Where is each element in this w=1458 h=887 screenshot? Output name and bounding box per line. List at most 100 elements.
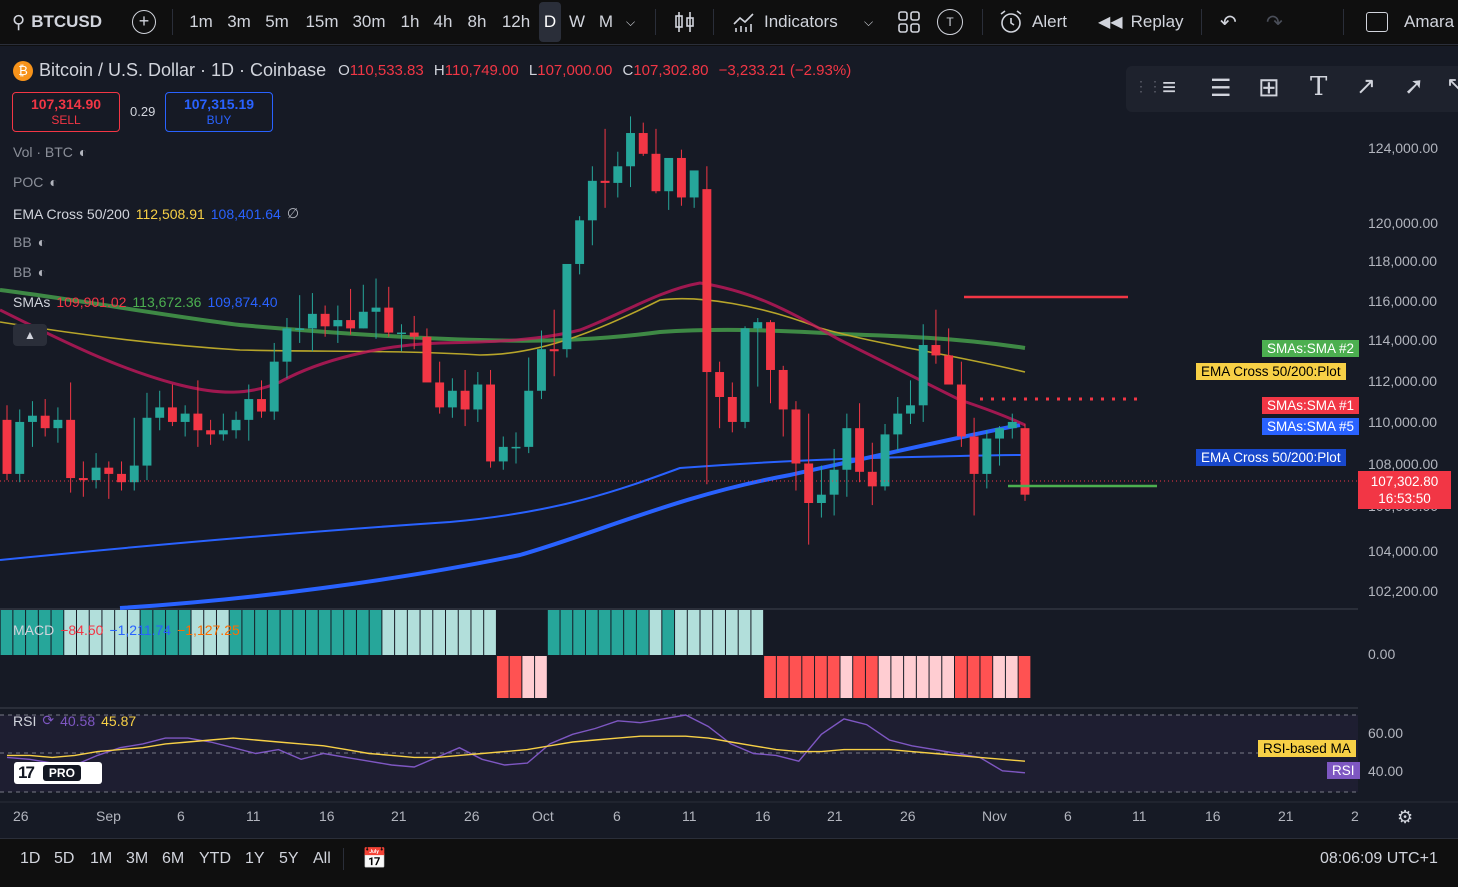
candle-body (371, 307, 381, 312)
trend-line-icon[interactable]: ↗ (1356, 73, 1377, 100)
layout-name-button[interactable]: Amara (1366, 0, 1454, 44)
macd-bar (191, 610, 204, 655)
drag-handle-icon[interactable]: ⋮⋮ (1134, 78, 1162, 94)
timeframe-4h[interactable]: 4h (433, 12, 453, 31)
macd-bar (356, 610, 369, 655)
macd-histogram (0, 610, 1031, 698)
timeframe-1mo[interactable]: M (598, 12, 614, 31)
sell-button[interactable]: 107,314.90 SELL (12, 92, 120, 132)
candle-body (384, 307, 394, 333)
buy-button[interactable]: 107,315.19 BUY (165, 92, 273, 132)
sma-green-line (0, 288, 1026, 350)
timeframe-15m[interactable]: 15m (305, 12, 339, 31)
collapse-legend-button[interactable]: ▲ (13, 324, 47, 346)
time-tick: 16 (755, 808, 771, 824)
symbol-search[interactable]: ⚲ BTCUSD (12, 0, 102, 44)
undo-button[interactable]: ↶ (1220, 0, 1237, 44)
time-tick: Sep (96, 808, 121, 824)
price-tick: 114,000.00 (1368, 332, 1438, 348)
range-3m[interactable]: 3M (126, 850, 149, 867)
high-label: H (433, 62, 445, 79)
macd-bar (649, 610, 662, 655)
range-ytd[interactable]: YTD (199, 850, 231, 867)
range-all[interactable]: All (313, 850, 331, 867)
text-tool-icon[interactable]: T (1310, 72, 1328, 102)
timeframe-5m[interactable]: 5m (265, 12, 289, 31)
time-tick: 11 (1132, 808, 1147, 824)
rsi-legend[interactable]: RSI ⟳ 40.58 45.87 (13, 712, 136, 729)
go-to-date-button[interactable]: 📅 (362, 846, 387, 871)
replay-label: Replay (1130, 12, 1184, 31)
indicators-button[interactable]: Indicators (732, 0, 838, 44)
macd-bar (955, 656, 967, 698)
macd-bar (535, 656, 547, 698)
low-value: 107,000.00 (537, 62, 613, 79)
redo-button[interactable]: ↷ (1266, 0, 1283, 44)
timeframe-12h[interactable]: 12h (501, 12, 531, 31)
range-5y[interactable]: 5Y (279, 850, 299, 867)
chart-type-button[interactable] (672, 0, 698, 44)
price-tick: 120,000.00 (1368, 215, 1439, 231)
bb1-legend[interactable]: BB ◐ (13, 234, 46, 250)
chart-pane[interactable] (0, 46, 1458, 838)
replay-button[interactable]: ◀◀ Replay (1098, 0, 1184, 44)
alert-button[interactable]: Alert (998, 0, 1067, 44)
macd-bar (471, 610, 484, 655)
macd-hist-value: −84.50 (60, 622, 104, 638)
timeframe-8h[interactable]: 8h (467, 12, 487, 31)
timeframe-1m[interactable]: 1m (189, 12, 213, 31)
timeframe-3m[interactable]: 3m (227, 12, 251, 31)
timeframe-30m[interactable]: 30m (352, 12, 386, 31)
tradingview-logo[interactable]: 17 PRO (14, 762, 102, 784)
timeframe-dropdown[interactable]: ⌵ (626, 0, 635, 44)
pen-tool-icon[interactable]: ↖ (1446, 72, 1458, 97)
candle-body (218, 430, 228, 435)
candle-body (167, 407, 177, 422)
macd-bar (318, 610, 331, 655)
timeframe-1h[interactable]: 1h (400, 12, 420, 31)
timeframe-1d[interactable]: D (539, 2, 561, 42)
arrow-tool-icon[interactable]: ➚ (1404, 73, 1425, 100)
candle-body (600, 180, 610, 183)
price-tick: 104,000.00 (1368, 543, 1439, 559)
clock-timezone[interactable]: 08:06:09 UTC+1 (1320, 850, 1438, 867)
measure-icon[interactable]: ⊞ (1258, 72, 1280, 102)
poc-legend[interactable]: POC ◐ (13, 174, 58, 190)
macd-bar (178, 610, 191, 655)
top-toolbar (0, 0, 1458, 45)
bb2-legend[interactable]: BB ◐ (13, 264, 46, 280)
macd-bar (980, 656, 993, 698)
range-5d[interactable]: 5D (54, 850, 75, 867)
candle-body (333, 320, 343, 327)
candle-body (702, 189, 712, 373)
line-width-icon[interactable]: ☰ (1210, 75, 1232, 102)
macd-signal-value: −1,127.25 (177, 622, 240, 638)
macd-legend[interactable]: MACD −84.50 −1,211.74 −1,127.25 (13, 622, 240, 638)
layout-button[interactable] (897, 0, 921, 44)
ema-cross-legend[interactable]: EMA Cross 50/200 112,508.91 108,401.64 ∅ (13, 205, 299, 222)
chart-canvas[interactable] (0, 0, 1458, 838)
compare-symbol-button[interactable]: + (132, 0, 156, 44)
chevron-down-icon: ⌵ (864, 14, 874, 29)
candle-body (155, 407, 165, 418)
range-1m[interactable]: 1M (90, 850, 113, 867)
indicators-dropdown[interactable]: ⌵ (864, 0, 873, 44)
line-style-icon[interactable]: ≡ (1162, 74, 1177, 101)
candle-body (613, 166, 623, 183)
timeframe-1w[interactable]: W (568, 12, 586, 31)
macd-bar (929, 656, 942, 698)
templates-button[interactable]: T (937, 0, 963, 44)
range-1y[interactable]: 1Y (245, 850, 265, 867)
ema-fast-tag: EMA Cross 50/200:Plot (1196, 363, 1346, 380)
smas-legend[interactable]: SMAs 109,901.02 113,672.36 109,874.40 (13, 294, 278, 310)
volume-legend[interactable]: Vol · BTC ◐ (13, 144, 87, 160)
macd-bar (13, 610, 26, 655)
macd-bar (904, 656, 916, 698)
range-6m[interactable]: 6M (162, 850, 185, 867)
macd-bar (280, 610, 293, 655)
chart-settings-button[interactable]: ⚙ (1397, 807, 1413, 828)
candle-body (715, 372, 725, 397)
ema-cross-label: EMA Cross 50/200 (13, 205, 130, 222)
templates-badge: T (937, 9, 963, 35)
range-1d[interactable]: 1D (20, 850, 41, 867)
